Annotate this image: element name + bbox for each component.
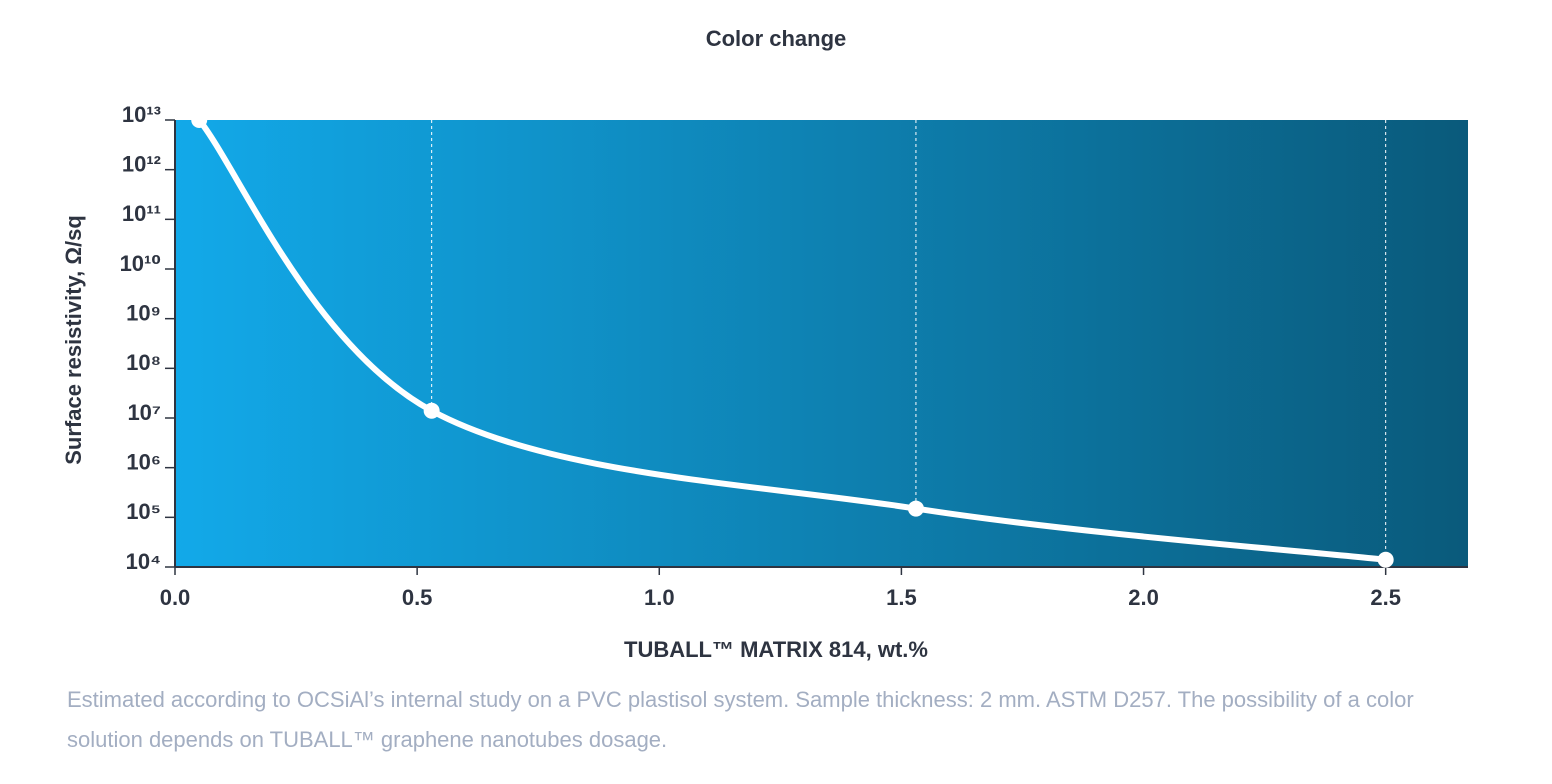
- x-tick-label: 1.0: [644, 585, 675, 610]
- y-axis-label: Surface resistivity, Ω/sq: [61, 215, 86, 465]
- point: [423, 402, 440, 419]
- chart-title: Color change: [706, 26, 847, 51]
- x-tick-label: 0.5: [402, 585, 433, 610]
- chart: Color change TUBALL™ MATRIX 814, wt.% Su…: [61, 26, 1468, 662]
- x-tick-label: 2.0: [1128, 585, 1159, 610]
- y-tick-label: 10⁷: [127, 400, 161, 425]
- y-tick-label: 10¹²: [122, 151, 161, 176]
- y-tick-label: 10¹³: [122, 102, 161, 127]
- x-tick-label: 1.5: [886, 585, 917, 610]
- x-tick-label: 2.5: [1370, 585, 1401, 610]
- x-tick-label: 0.0: [160, 585, 191, 610]
- y-tick-label: 10⁵: [126, 499, 161, 524]
- y-tick-label: 10⁹: [126, 300, 161, 325]
- plot-area: [175, 120, 1468, 567]
- y-tick-label: 10¹⁰: [120, 251, 161, 276]
- y-tick-label: 10⁶: [126, 449, 161, 474]
- point: [191, 112, 208, 128]
- x-axis-label: TUBALL™ MATRIX 814, wt.%: [624, 637, 928, 662]
- y-tick-label: 10⁸: [126, 350, 161, 375]
- footnote: Estimated according to OCSiAl’s internal…: [67, 687, 1414, 752]
- line: [196, 118, 1386, 563]
- y-tick-label: 10⁴: [126, 549, 161, 574]
- y-tick-label: 10¹¹: [122, 201, 161, 226]
- point: [907, 500, 924, 517]
- point: [1377, 551, 1394, 568]
